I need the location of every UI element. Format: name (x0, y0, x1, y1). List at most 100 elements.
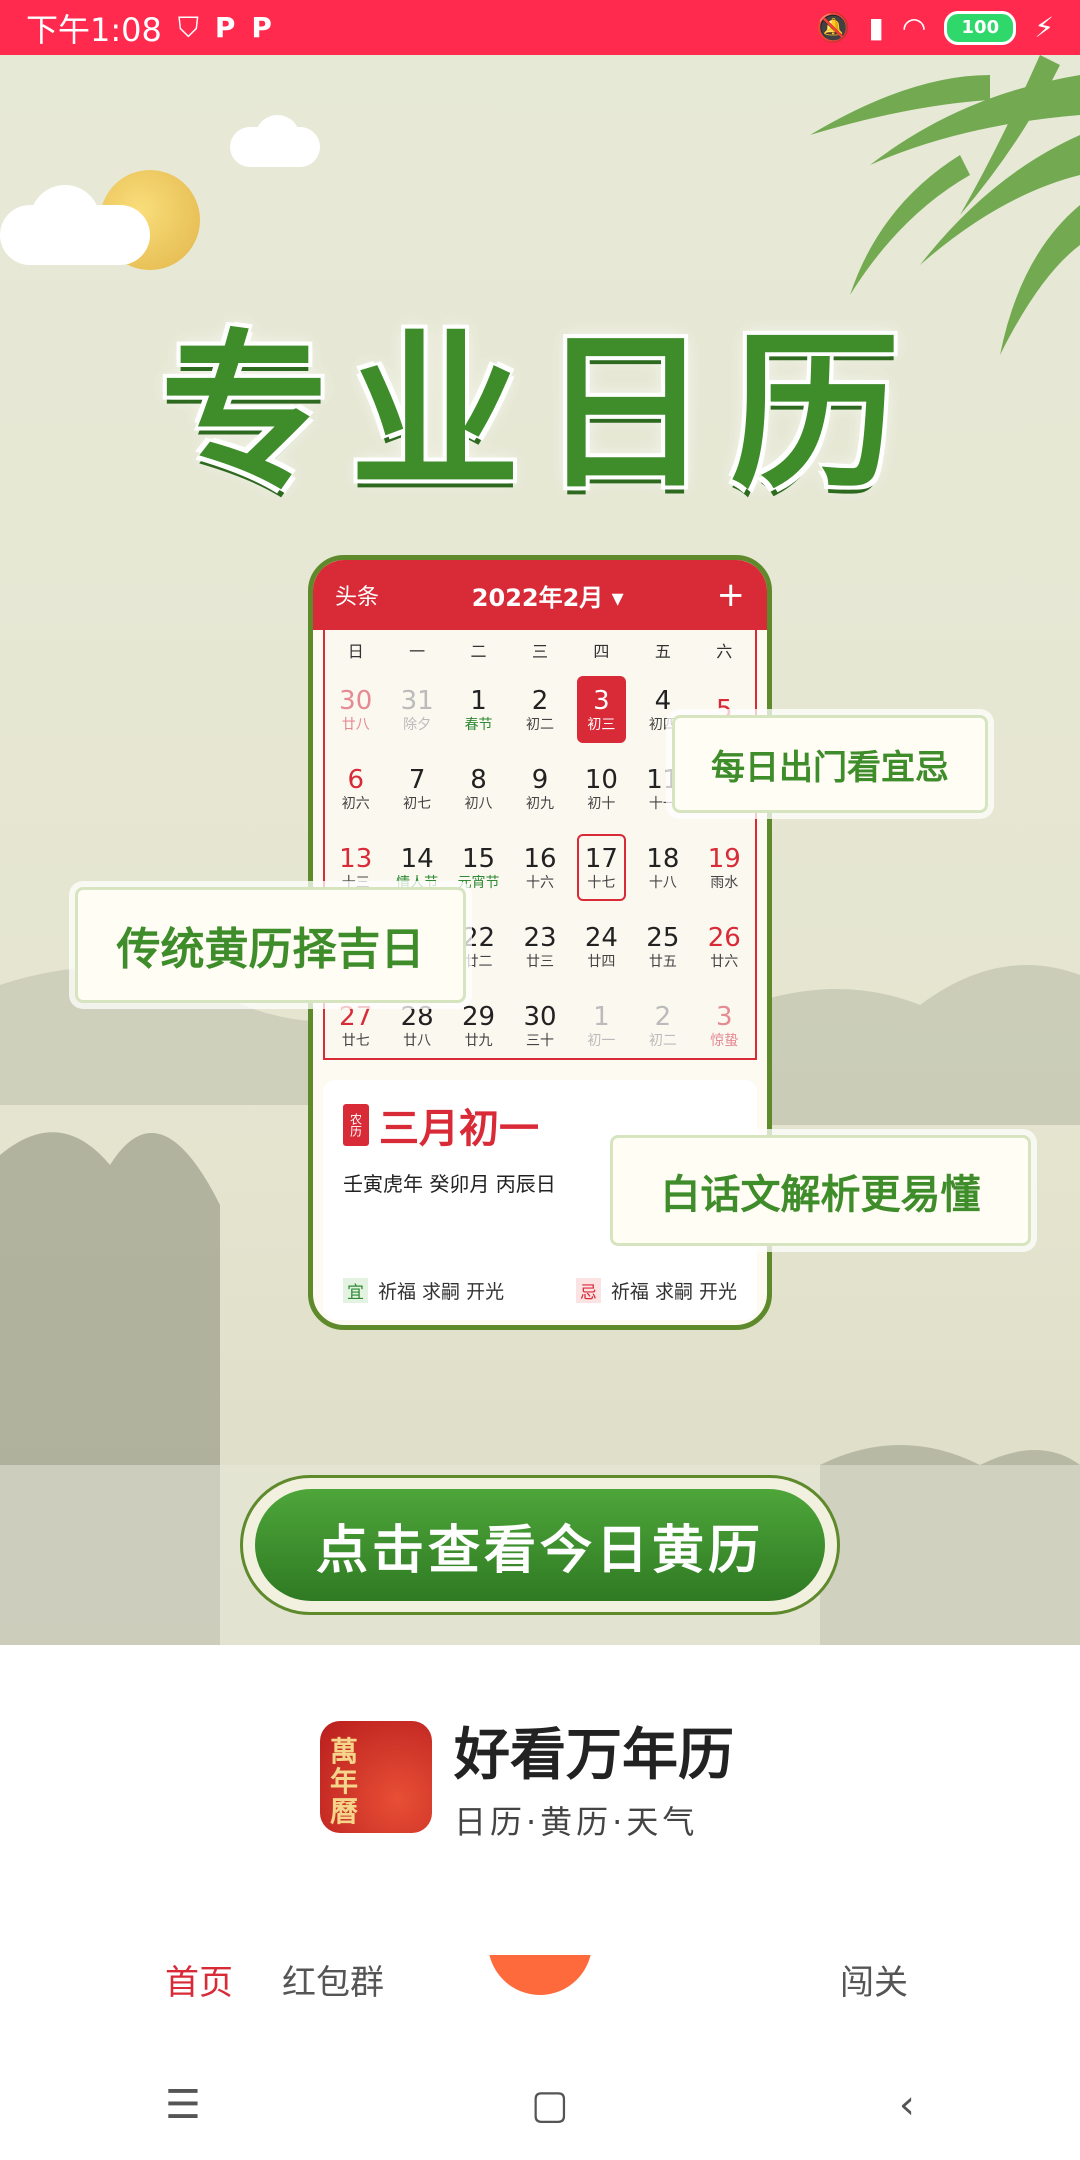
p-icon: P (251, 11, 272, 44)
day-number: 3 (593, 685, 610, 716)
signal-icon: ▮ (868, 11, 884, 44)
calendar-day: 15 元宵节 (448, 828, 509, 907)
calendar-grid: 日一二三四五六 30 廿八 31 除夕 1 春节 2 初二 3 初三 4 初四 5 6 初六 7 初七 8 初八 9 初… (323, 630, 757, 1125)
day-number: 7 (408, 764, 426, 795)
ji-items: 祈福 求嗣 开光 (610, 1281, 737, 1303)
bottom-tab-bar: 首页 红包群 闯关 (0, 1955, 1080, 2005)
splash-banner[interactable]: 专业日历 头条 2022年2月 ▾ + 日一二三四五六 30 廿八 31 除夕 1 春节 2… (0, 55, 1080, 1645)
menu-icon[interactable]: ☰ (165, 2082, 201, 2128)
lunar-day: 除夕 (403, 716, 432, 733)
day-number: 19 (707, 843, 741, 874)
lunar-day: 惊蛰 (710, 1032, 739, 1049)
ji-section: 忌祈福 求嗣 开光 (575, 1277, 737, 1304)
calendar-day: 13 十三 (325, 828, 386, 907)
day-number: 2 (654, 1001, 672, 1032)
app-logo-text: 萬年曆 (330, 1734, 359, 1828)
weekday-label: 一 (409, 642, 426, 661)
calendar-day: 30 廿八 (325, 670, 386, 749)
lunar-day: 廿六 (710, 953, 739, 970)
day-number: 17 (584, 843, 618, 874)
weekday-label: 六 (716, 642, 733, 661)
lunar-day: 初八 (464, 795, 493, 812)
calendar-day: 17 十七 (576, 834, 627, 901)
view-today-almanac-button[interactable]: 点击查看今日黄历 (240, 1475, 840, 1615)
app-brand: 萬年曆 好看万年历 日历·黄历·天气 (320, 1710, 734, 1843)
feature-bubble-baihua: 白话文解析更易懂 (610, 1135, 1031, 1246)
lunar-day: 初四 (648, 716, 677, 733)
lunar-day: 初二 (648, 1032, 677, 1049)
calendar-day: 8 初八 (448, 749, 509, 828)
center-tab-button[interactable] (488, 1955, 592, 1995)
day-number: 23 (523, 922, 557, 953)
app-name: 好看万年历 (454, 1723, 734, 1788)
lunar-day: 十一 (648, 795, 677, 812)
calendar-day: 27 廿七 (325, 986, 386, 1065)
weekday-label: 二 (470, 642, 487, 661)
calendar-day: 23 廿三 (509, 907, 570, 986)
calendar-day: 31 除夕 (386, 670, 447, 749)
weekday-label: 四 (593, 642, 610, 661)
lunar-day: 三十 (525, 1032, 554, 1049)
lunar-day: 廿四 (587, 953, 616, 970)
lunar-date: 三月初一 (379, 1105, 539, 1152)
lunar-day: 廿三 (525, 953, 554, 970)
calendar-day: 24 廿四 (571, 907, 632, 986)
lunar-day: 十六 (525, 874, 554, 891)
day-number: 22 (462, 922, 496, 953)
day-number: 2 (531, 685, 549, 716)
lunar-day: 初九 (525, 795, 554, 812)
home-icon[interactable]: ▢ (531, 2082, 569, 2128)
day-number: 15 (462, 843, 496, 874)
calendar-day: 26 廿六 (694, 907, 755, 986)
system-navigation-bar: ☰ ▢ ‹ (0, 2050, 1080, 2160)
calendar-day: 19 雨水 (694, 828, 755, 907)
calendar-day: 2 初二 (509, 670, 570, 749)
day-number: 4 (654, 685, 672, 716)
calendar-day: 25 廿五 (632, 907, 693, 986)
day-number: 16 (523, 843, 557, 874)
lunar-day: 初一 (587, 1032, 616, 1049)
feature-bubble-yiji: 每日出门看宜忌 (672, 715, 988, 813)
lunar-day: 元宵节 (457, 874, 500, 891)
lunar-day: 初三 (587, 716, 616, 733)
tab-red-packet-group[interactable]: 红包群 (282, 1963, 384, 2003)
ji-label: 忌 (575, 1278, 601, 1303)
calendar-day: 4 初四 (632, 670, 693, 749)
lunar-day: 春节 (464, 716, 493, 733)
calendar-day: 16 十六 (509, 828, 570, 907)
day-number: 30 (339, 685, 373, 716)
lunar-day: 廿七 (341, 1032, 370, 1049)
weekday-label: 五 (654, 642, 671, 661)
header-news-label: 头条 (335, 585, 380, 610)
lunar-day: 初二 (525, 716, 554, 733)
day-number: 25 (646, 922, 680, 953)
day-number: 31 (400, 685, 434, 716)
weekday-row: 日一二三四五六 (325, 630, 755, 670)
charging-icon: ⚡ (1034, 11, 1054, 44)
chevron-down-icon: ▾ (611, 583, 624, 612)
lunar-day: 情人节 (396, 874, 439, 891)
day-number: 10 (584, 764, 618, 795)
calendar-day: 6 初六 (325, 749, 386, 828)
calendar-day: 10 初十 (571, 749, 632, 828)
lunar-day: 初六 (341, 795, 370, 812)
day-number: 13 (339, 843, 373, 874)
lunar-day: 廿九 (464, 1032, 493, 1049)
day-number: 30 (523, 1001, 557, 1032)
tab-challenge[interactable]: 闯关 (840, 1963, 908, 2003)
tab-home[interactable]: 首页 (165, 1963, 233, 2003)
day-number: 18 (646, 843, 680, 874)
back-icon[interactable]: ‹ (898, 2082, 915, 2128)
day-number: 14 (400, 843, 434, 874)
yi-label: 宜 (343, 1278, 368, 1303)
status-bar: 下午1:08 ⛉ P P 🔕 ▮ ◠ 100 ⚡ (0, 0, 1080, 55)
calendar-day: 30 三十 (509, 986, 570, 1065)
wifi-icon: ◠ (901, 11, 927, 44)
bamboo-decoration (810, 55, 1080, 355)
calendar-day: 7 初七 (386, 749, 447, 828)
calendar-day: 3 初三 (576, 676, 627, 743)
bell-off-icon: 🔕 (815, 11, 851, 44)
headline: 专业日历 (159, 313, 920, 513)
day-number: 8 (470, 764, 487, 795)
calendar-header: 头条 2022年2月 ▾ + (313, 560, 767, 630)
